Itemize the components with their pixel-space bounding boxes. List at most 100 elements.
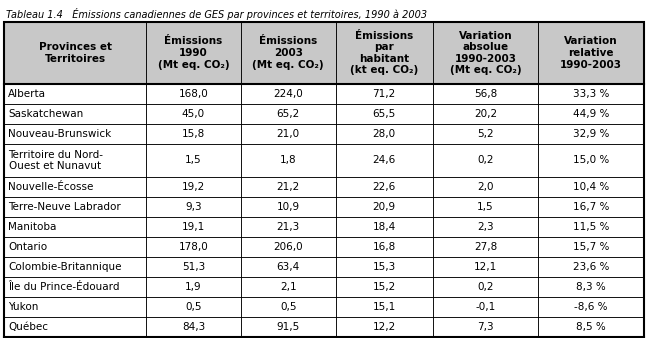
Text: 11,5 %: 11,5 %: [573, 222, 609, 232]
Bar: [146, 124, 241, 144]
Text: 28,0: 28,0: [373, 129, 396, 139]
Bar: [241, 177, 336, 197]
Text: 16,7 %: 16,7 %: [573, 202, 609, 212]
Text: Île du Prince-Édouard: Île du Prince-Édouard: [8, 282, 119, 292]
Text: 0,5: 0,5: [280, 302, 296, 312]
Text: 12,1: 12,1: [474, 262, 497, 272]
Bar: [4, 337, 146, 338]
Text: 56,8: 56,8: [474, 89, 497, 99]
Bar: [336, 217, 433, 237]
Text: 21,3: 21,3: [277, 222, 300, 232]
Bar: [146, 277, 241, 297]
Text: 224,0: 224,0: [273, 89, 303, 99]
Text: 12,2: 12,2: [373, 322, 396, 332]
Bar: [336, 177, 433, 197]
Text: Terre-Neuve Labrador: Terre-Neuve Labrador: [8, 202, 121, 212]
Bar: [336, 257, 433, 277]
Text: 20,9: 20,9: [373, 202, 396, 212]
Bar: [433, 197, 538, 217]
Text: 2,0: 2,0: [478, 182, 494, 192]
Bar: [336, 337, 433, 338]
Text: 168,0: 168,0: [179, 89, 208, 99]
Bar: [4, 297, 146, 317]
Bar: [433, 124, 538, 144]
Bar: [4, 257, 146, 277]
Text: 51,3: 51,3: [182, 262, 205, 272]
Bar: [146, 337, 241, 338]
Bar: [241, 317, 336, 337]
Bar: [433, 337, 538, 338]
Bar: [538, 144, 644, 177]
Bar: [538, 257, 644, 277]
Text: 2,3: 2,3: [478, 222, 494, 232]
Bar: [146, 217, 241, 237]
Bar: [146, 257, 241, 277]
Bar: [433, 84, 538, 104]
Text: 19,2: 19,2: [182, 182, 205, 192]
Bar: [538, 297, 644, 317]
Bar: [4, 124, 146, 144]
Bar: [336, 104, 433, 124]
Bar: [538, 337, 644, 338]
Text: 15,2: 15,2: [373, 282, 396, 292]
Bar: [538, 197, 644, 217]
Bar: [538, 84, 644, 104]
Text: 8,5 %: 8,5 %: [576, 322, 606, 332]
Bar: [241, 124, 336, 144]
Text: 0,5: 0,5: [185, 302, 202, 312]
Bar: [146, 22, 241, 84]
Text: Ontario: Ontario: [8, 242, 47, 252]
Bar: [336, 237, 433, 257]
Text: Yukon: Yukon: [8, 302, 38, 312]
Text: Nouveau-Brunswick: Nouveau-Brunswick: [8, 129, 111, 139]
Bar: [538, 22, 644, 84]
Text: 65,2: 65,2: [277, 109, 300, 119]
Bar: [538, 277, 644, 297]
Bar: [336, 317, 433, 337]
Text: 1,5: 1,5: [478, 202, 494, 212]
Text: 32,9 %: 32,9 %: [573, 129, 609, 139]
Bar: [146, 84, 241, 104]
Bar: [4, 337, 146, 338]
Bar: [4, 317, 146, 337]
Bar: [336, 197, 433, 217]
Bar: [146, 104, 241, 124]
Text: 23,6 %: 23,6 %: [573, 262, 609, 272]
Text: 91,5: 91,5: [277, 322, 300, 332]
Text: 0,2: 0,2: [478, 282, 494, 292]
Text: -0,1: -0,1: [476, 302, 496, 312]
Bar: [4, 237, 146, 257]
Text: $^{(1)}$: $^{(1)}$: [0, 337, 1, 338]
Text: 44,9 %: 44,9 %: [573, 109, 609, 119]
Bar: [241, 197, 336, 217]
Text: 22,6: 22,6: [373, 182, 396, 192]
Bar: [433, 217, 538, 237]
Text: 15,3: 15,3: [373, 262, 396, 272]
Text: 24,6: 24,6: [373, 155, 396, 166]
Bar: [4, 197, 146, 217]
Bar: [336, 297, 433, 317]
Bar: [538, 237, 644, 257]
Bar: [241, 84, 336, 104]
Text: Variation
absolue
1990-2003
(Mt eq. CO₂): Variation absolue 1990-2003 (Mt eq. CO₂): [450, 31, 522, 75]
Bar: [4, 84, 146, 104]
Bar: [241, 297, 336, 317]
Text: 8,3 %: 8,3 %: [576, 282, 606, 292]
Bar: [146, 317, 241, 337]
Bar: [241, 237, 336, 257]
Bar: [241, 337, 336, 338]
Bar: [241, 104, 336, 124]
Bar: [4, 22, 146, 84]
Bar: [4, 22, 146, 84]
Bar: [433, 317, 538, 337]
Bar: [433, 257, 538, 277]
Bar: [241, 337, 336, 338]
Text: Territoire du Nord-
Ouest et Nunavut: Territoire du Nord- Ouest et Nunavut: [8, 150, 103, 171]
Text: 16,8: 16,8: [373, 242, 396, 252]
Text: 0,2: 0,2: [478, 155, 494, 166]
Text: 45,0: 45,0: [182, 109, 205, 119]
Bar: [538, 177, 644, 197]
Bar: [433, 337, 538, 338]
Bar: [538, 22, 644, 84]
Text: $^{(1)}$: $^{(1)}$: [0, 337, 1, 338]
